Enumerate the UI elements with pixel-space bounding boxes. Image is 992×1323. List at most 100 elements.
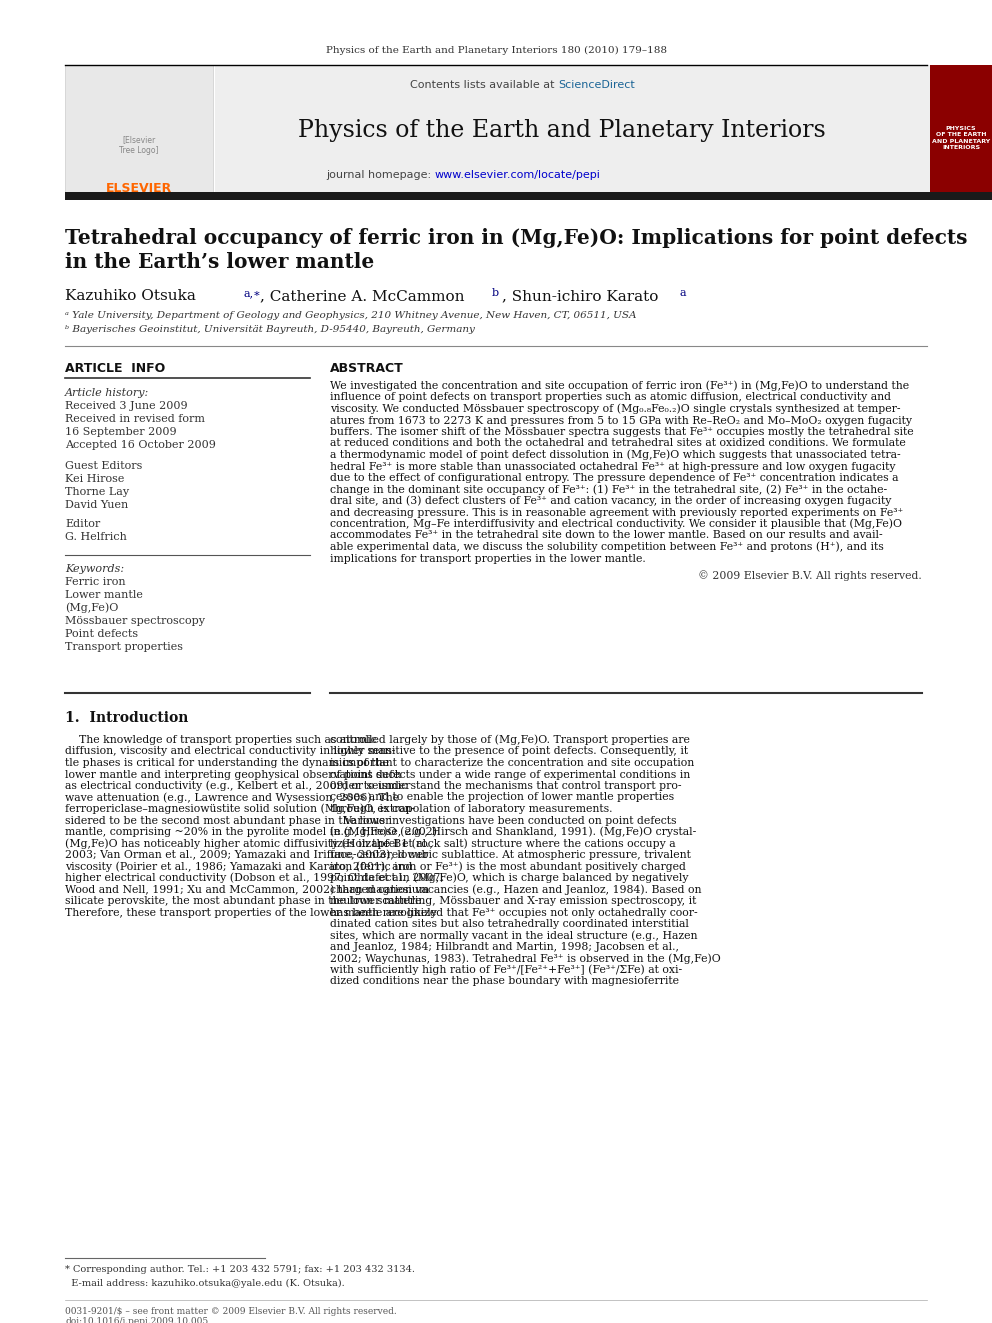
Text: Editor: Editor <box>65 519 100 529</box>
Text: Kazuhiko Otsuka: Kazuhiko Otsuka <box>65 288 195 303</box>
Text: buffers. The isomer shift of the Mössbauer spectra suggests that Fe³⁺ occupies m: buffers. The isomer shift of the Mössbau… <box>330 427 914 437</box>
Text: Point defects: Point defects <box>65 628 138 639</box>
Text: Physics of the Earth and Planetary Interiors 180 (2010) 179–188: Physics of the Earth and Planetary Inter… <box>325 45 667 54</box>
Text: The knowledge of transport properties such as atomic: The knowledge of transport properties su… <box>65 736 377 745</box>
Text: 1.  Introduction: 1. Introduction <box>65 710 188 725</box>
Text: ABSTRACT: ABSTRACT <box>330 361 404 374</box>
Text: lower mantle and interpreting geophysical observations such: lower mantle and interpreting geophysica… <box>65 770 402 779</box>
Text: due to the effect of configurational entropy. The pressure dependence of Fe³⁺ co: due to the effect of configurational ent… <box>330 474 899 483</box>
Text: concentration, Mg–Fe interdiffusivity and electrical conductivity. We consider i: concentration, Mg–Fe interdiffusivity an… <box>330 519 902 529</box>
Text: influence of point defects on transport properties such as atomic diffusion, ele: influence of point defects on transport … <box>330 393 891 402</box>
Text: viscosity. We conducted Mössbauer spectroscopy of (Mg₀.₈Fe₀.₂)O single crystals : viscosity. We conducted Mössbauer spectr… <box>330 404 901 414</box>
Text: diffusion, viscosity and electrical conductivity in lower man-: diffusion, viscosity and electrical cond… <box>65 746 395 757</box>
Text: and decreasing pressure. This is in reasonable agreement with previously reporte: and decreasing pressure. This is in reas… <box>330 508 904 517</box>
Text: * Corresponding author. Tel.: +1 203 432 5791; fax: +1 203 432 3134.: * Corresponding author. Tel.: +1 203 432… <box>65 1266 415 1274</box>
Bar <box>65 192 992 200</box>
Text: Kei Hirose: Kei Hirose <box>65 474 124 484</box>
Text: a,∗: a,∗ <box>243 288 261 298</box>
Text: Transport properties: Transport properties <box>65 642 183 652</box>
Text: E-mail address: kazuhiko.otsuka@yale.edu (K. Otsuka).: E-mail address: kazuhiko.otsuka@yale.edu… <box>65 1278 345 1287</box>
Text: b: b <box>492 288 499 298</box>
Text: Thorne Lay: Thorne Lay <box>65 487 129 497</box>
Text: , Catherine A. McCammon: , Catherine A. McCammon <box>260 288 464 303</box>
Text: wave attenuation (e.g., Lawrence and Wysession, 2006). The: wave attenuation (e.g., Lawrence and Wys… <box>65 792 399 803</box>
Text: Tetrahedral occupancy of ferric iron in (Mg,Fe)O: Implications for point defects: Tetrahedral occupancy of ferric iron in … <box>65 228 967 247</box>
Text: change in the dominant site occupancy of Fe³⁺: (1) Fe³⁺ in the tetrahedral site,: change in the dominant site occupancy of… <box>330 484 887 495</box>
Text: silicate perovskite, the most abundant phase in the lower mantle.: silicate perovskite, the most abundant p… <box>65 896 425 906</box>
Text: and Jeanloz, 1984; Hilbrandt and Martin, 1998; Jacobsen et al.,: and Jeanloz, 1984; Hilbrandt and Martin,… <box>330 942 679 953</box>
Text: Received in revised form: Received in revised form <box>65 414 205 423</box>
Bar <box>215 65 930 194</box>
Text: G. Helfrich: G. Helfrich <box>65 532 127 542</box>
Text: higher electrical conductivity (Dobson et al., 1997; Ohta et al., 2007;: higher electrical conductivity (Dobson e… <box>65 873 444 884</box>
Text: Various investigations have been conducted on point defects: Various investigations have been conduct… <box>330 815 677 826</box>
Text: ferropericlase–magnesiowüstite solid solution (Mg,Fe)O, is con-: ferropericlase–magnesiowüstite solid sol… <box>65 803 415 814</box>
Text: ᵃ Yale University, Department of Geology and Geophysics, 210 Whitney Avenue, New: ᵃ Yale University, Department of Geology… <box>65 311 637 320</box>
Bar <box>930 65 992 194</box>
Text: Wood and Nell, 1991; Xu and McCammon, 2002) than magnesium: Wood and Nell, 1991; Xu and McCammon, 20… <box>65 884 430 894</box>
Text: sites, which are normally vacant in the ideal structure (e.g., Hazen: sites, which are normally vacant in the … <box>330 930 697 941</box>
Text: has been recognized that Fe³⁺ occupies not only octahedrally coor-: has been recognized that Fe³⁺ occupies n… <box>330 908 697 917</box>
Text: dinated cation sites but also tetrahedrally coordinated interstitial: dinated cation sites but also tetrahedra… <box>330 919 688 929</box>
Text: Mössbauer spectroscopy: Mössbauer spectroscopy <box>65 617 205 626</box>
Text: PHYSICS
OF THE EARTH
AND PLANETARY
INTERIORS: PHYSICS OF THE EARTH AND PLANETARY INTER… <box>931 126 990 151</box>
Text: dral site, and (3) defect clusters of Fe³⁺ and cation vacancy, in the order of i: dral site, and (3) defect clusters of Fe… <box>330 496 892 507</box>
Text: neutron scattering, Mössbauer and X-ray emission spectroscopy, it: neutron scattering, Mössbauer and X-ray … <box>330 896 696 906</box>
Text: Therefore, these transport properties of the lower mantle are likely: Therefore, these transport properties of… <box>65 908 436 917</box>
Text: highly sensitive to the presence of point defects. Consequently, it: highly sensitive to the presence of poin… <box>330 746 688 757</box>
Text: cesses and to enable the projection of lower mantle properties: cesses and to enable the projection of l… <box>330 792 675 803</box>
Text: Physics of the Earth and Planetary Interiors: Physics of the Earth and Planetary Inter… <box>299 119 826 142</box>
Text: , Shun-ichiro Karato: , Shun-ichiro Karato <box>502 288 659 303</box>
Text: doi:10.1016/j.pepi.2009.10.005: doi:10.1016/j.pepi.2009.10.005 <box>65 1316 208 1323</box>
Text: viscosity (Poirier et al., 1986; Yamazaki and Karato, 2001), and: viscosity (Poirier et al., 1986; Yamazak… <box>65 861 413 872</box>
Text: Guest Editors: Guest Editors <box>65 460 143 471</box>
Text: lizes in the B1 (rock salt) structure where the cations occupy a: lizes in the B1 (rock salt) structure wh… <box>330 839 676 849</box>
Text: 2002; Waychunas, 1983). Tetrahedral Fe³⁺ is observed in the (Mg,Fe)O: 2002; Waychunas, 1983). Tetrahedral Fe³⁺… <box>330 953 721 963</box>
Text: 2003; Van Orman et al., 2009; Yamazaki and Irifune, 2003), lower: 2003; Van Orman et al., 2009; Yamazaki a… <box>65 849 429 860</box>
Text: 16 September 2009: 16 September 2009 <box>65 427 177 437</box>
Text: sidered to be the second most abundant phase in the lower: sidered to be the second most abundant p… <box>65 815 391 826</box>
Text: ScienceDirect: ScienceDirect <box>558 79 635 90</box>
Text: Lower mantle: Lower mantle <box>65 590 143 601</box>
Text: [Elsevier
Tree Logo]: [Elsevier Tree Logo] <box>119 135 159 155</box>
Text: face-centered cubic sublattice. At atmospheric pressure, trivalent: face-centered cubic sublattice. At atmos… <box>330 849 690 860</box>
Text: accommodates Fe³⁺ in the tetrahedral site down to the lower mantle. Based on our: accommodates Fe³⁺ in the tetrahedral sit… <box>330 531 883 541</box>
Text: ARTICLE  INFO: ARTICLE INFO <box>65 361 166 374</box>
Text: order to understand the mechanisms that control transport pro-: order to understand the mechanisms that … <box>330 781 682 791</box>
Text: hedral Fe³⁺ is more stable than unassociated octahedral Fe³⁺ at high-pressure an: hedral Fe³⁺ is more stable than unassoci… <box>330 462 896 471</box>
Bar <box>65 65 213 194</box>
Text: ELSEVIER: ELSEVIER <box>106 181 173 194</box>
Text: with sufficiently high ratio of Fe³⁺/[Fe²⁺+Fe³⁺] (Fe³⁺/ΣFe) at oxi-: with sufficiently high ratio of Fe³⁺/[Fe… <box>330 964 682 975</box>
Text: (Mg,Fe)O has noticeably higher atomic diffusivity (Holzapfel et al.,: (Mg,Fe)O has noticeably higher atomic di… <box>65 839 433 849</box>
Text: Keywords:: Keywords: <box>65 564 124 574</box>
Text: implications for transport properties in the lower mantle.: implications for transport properties in… <box>330 553 646 564</box>
Text: © 2009 Elsevier B.V. All rights reserved.: © 2009 Elsevier B.V. All rights reserved… <box>698 570 922 581</box>
Text: Article history:: Article history: <box>65 388 149 398</box>
Text: through extrapolation of laboratory measurements.: through extrapolation of laboratory meas… <box>330 804 612 814</box>
Text: mantle, comprising ~20% in the pyrolite model (e.g., Hirose, 2002).: mantle, comprising ~20% in the pyrolite … <box>65 827 440 837</box>
Text: point defect in (Mg,Fe)O, which is charge balanced by negatively: point defect in (Mg,Fe)O, which is charg… <box>330 873 688 884</box>
Text: tle phases is critical for understanding the dynamics of the: tle phases is critical for understanding… <box>65 758 389 767</box>
Text: charged cation vacancies (e.g., Hazen and Jeanloz, 1984). Based on: charged cation vacancies (e.g., Hazen an… <box>330 884 701 894</box>
Text: Accepted 16 October 2009: Accepted 16 October 2009 <box>65 441 216 450</box>
Text: 0031-9201/$ – see front matter © 2009 Elsevier B.V. All rights reserved.: 0031-9201/$ – see front matter © 2009 El… <box>65 1307 397 1315</box>
Text: www.elsevier.com/locate/pepi: www.elsevier.com/locate/pepi <box>435 169 601 180</box>
Text: of point defects under a wide range of experimental conditions in: of point defects under a wide range of e… <box>330 770 690 779</box>
Text: a thermodynamic model of point defect dissolution in (Mg,Fe)O which suggests tha: a thermodynamic model of point defect di… <box>330 450 901 460</box>
Text: in (Mg,Fe)O (e.g., Hirsch and Shankland, 1991). (Mg,Fe)O crystal-: in (Mg,Fe)O (e.g., Hirsch and Shankland,… <box>330 827 696 837</box>
Text: is important to characterize the concentration and site occupation: is important to characterize the concent… <box>330 758 694 767</box>
Text: Ferric iron: Ferric iron <box>65 577 126 587</box>
Text: dized conditions near the phase boundary with magnesioferrite: dized conditions near the phase boundary… <box>330 976 679 987</box>
Text: able experimental data, we discuss the solubility competition between Fe³⁺ and p: able experimental data, we discuss the s… <box>330 541 884 552</box>
Text: journal homepage:: journal homepage: <box>326 169 435 180</box>
Text: as electrical conductivity (e.g., Kelbert et al., 2009) or seismic: as electrical conductivity (e.g., Kelber… <box>65 781 407 791</box>
Text: iron (ferric iron or Fe³⁺) is the most abundant positively charged: iron (ferric iron or Fe³⁺) is the most a… <box>330 861 685 872</box>
Text: a: a <box>680 288 686 298</box>
Text: (Mg,Fe)O: (Mg,Fe)O <box>65 603 118 614</box>
Text: ᵇ Bayerisches Geoinstitut, Universität Bayreuth, D-95440, Bayreuth, Germany: ᵇ Bayerisches Geoinstitut, Universität B… <box>65 325 475 335</box>
Text: atures from 1673 to 2273 K and pressures from 5 to 15 GPa with Re–ReO₂ and Mo–Mo: atures from 1673 to 2273 K and pressures… <box>330 415 912 426</box>
Text: at reduced conditions and both the octahedral and tetrahedral sites at oxidized : at reduced conditions and both the octah… <box>330 438 906 448</box>
Text: Received 3 June 2009: Received 3 June 2009 <box>65 401 187 411</box>
Text: We investigated the concentration and site occupation of ferric iron (Fe³⁺) in (: We investigated the concentration and si… <box>330 381 909 392</box>
Text: Contents lists available at: Contents lists available at <box>410 79 558 90</box>
